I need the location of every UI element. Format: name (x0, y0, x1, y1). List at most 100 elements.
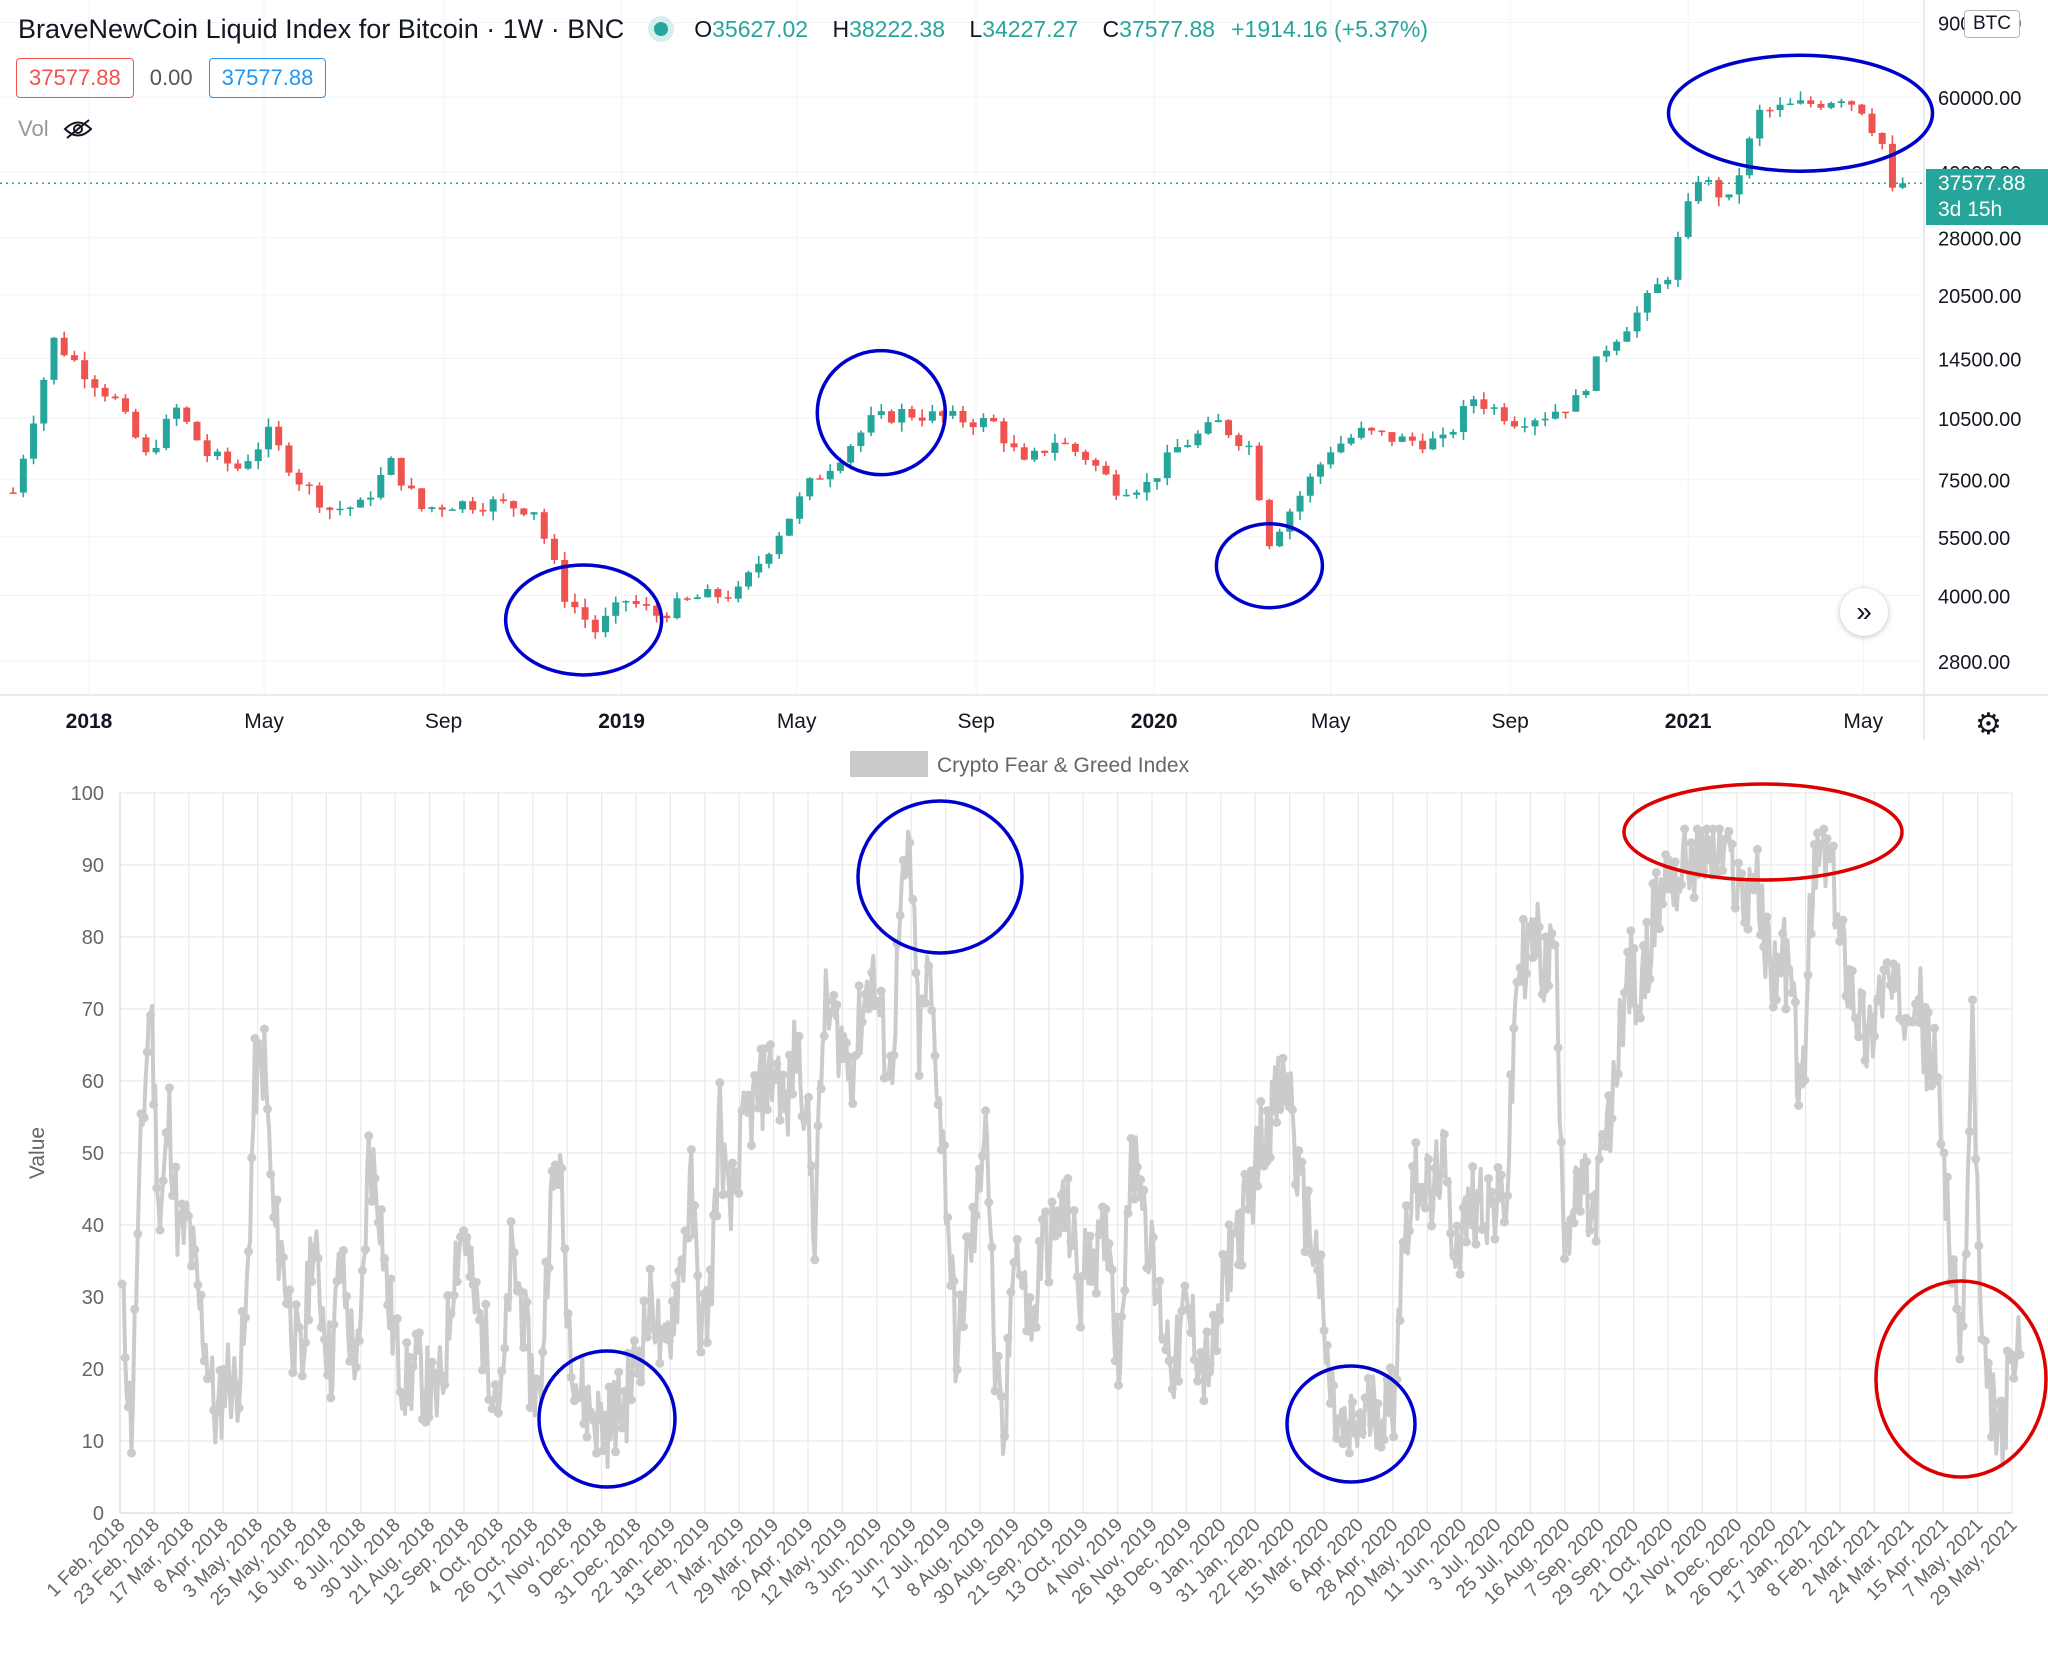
data-point (1490, 1234, 1500, 1244)
data-point (1794, 1100, 1804, 1110)
candle-body (326, 507, 334, 510)
data-point (1705, 835, 1715, 845)
candle-body (918, 417, 926, 421)
data-point (610, 1447, 620, 1457)
candle-body (397, 457, 405, 486)
data-point (1866, 1012, 1876, 1022)
data-point (1237, 1260, 1247, 1270)
data-point (1730, 903, 1740, 913)
time-tick-label: Sep (425, 710, 462, 733)
candle-body (775, 535, 783, 555)
candle-body (1020, 447, 1028, 460)
data-point (1964, 1127, 1974, 1137)
candle-body (704, 589, 712, 598)
candle-body (1817, 103, 1825, 108)
data-point (1518, 914, 1528, 924)
eye-hidden-icon[interactable] (63, 118, 93, 140)
double-chevron-right-icon[interactable]: » (1840, 588, 1888, 636)
data-point (1461, 1237, 1471, 1247)
candle-body (1286, 511, 1294, 532)
data-point (724, 1189, 734, 1199)
data-point (566, 1372, 576, 1382)
candle-body (1041, 450, 1049, 453)
currency-badge[interactable]: BTC (1964, 10, 2020, 38)
data-point (1775, 954, 1785, 964)
data-point (952, 1365, 962, 1375)
candle-body (1899, 183, 1907, 188)
data-point (629, 1336, 639, 1346)
data-point (1547, 928, 1557, 938)
candle-body (673, 598, 681, 619)
candle-body (1092, 459, 1100, 466)
data-point (386, 1274, 396, 1284)
data-point (206, 1373, 216, 1383)
data-point (285, 1285, 295, 1295)
data-point (509, 1248, 519, 1258)
data-point (1348, 1397, 1358, 1407)
data-point (680, 1226, 690, 1236)
y-tick-label: 20 (82, 1359, 104, 1381)
data-point (123, 1402, 133, 1412)
data-point (1936, 1139, 1946, 1149)
bitcoin-price-chart[interactable]: 90000.0060000.0040000.0028000.0020500.00… (0, 0, 2048, 740)
data-point (329, 1320, 339, 1330)
data-point (822, 996, 832, 1006)
data-point (1911, 999, 1921, 1009)
data-point (930, 1051, 940, 1061)
candle-body (561, 559, 569, 602)
data-point (304, 1315, 314, 1325)
data-point (253, 1038, 263, 1048)
gear-icon[interactable]: ⚙ (1975, 708, 2002, 741)
data-point (1790, 997, 1800, 1007)
data-point (1170, 1355, 1180, 1365)
candle-body (928, 411, 936, 421)
buy-price-button[interactable]: 37577.88 (208, 58, 327, 98)
sell-price-button[interactable]: 37577.88 (16, 58, 134, 98)
data-point (1148, 1232, 1158, 1242)
candle-body (1419, 440, 1427, 450)
price-tick-label: 14500.00 (1938, 349, 2021, 371)
data-points (117, 824, 2025, 1458)
candle-body (1490, 407, 1498, 409)
data-point (1762, 912, 1772, 922)
candle-body (162, 418, 170, 448)
data-point (1639, 941, 1649, 951)
data-point (1525, 931, 1535, 941)
data-point (1987, 1432, 1997, 1442)
data-point (1183, 1304, 1193, 1314)
data-point (620, 1386, 630, 1396)
data-point (1752, 844, 1762, 854)
data-point (503, 1293, 513, 1303)
data-point (854, 981, 864, 991)
data-point (1496, 1170, 1506, 1180)
data-point (1411, 1138, 1421, 1148)
data-point (740, 1098, 750, 1108)
data-point (294, 1322, 304, 1332)
data-point (1806, 929, 1816, 939)
candle-body (1347, 437, 1355, 444)
data-point (221, 1376, 231, 1386)
data-point (576, 1393, 586, 1403)
candle-countdown: 3d 15h (1938, 198, 2003, 222)
candle-body (1122, 494, 1130, 497)
data-point (1174, 1376, 1184, 1386)
candle-body (1766, 109, 1774, 112)
data-point (1480, 1223, 1490, 1233)
volume-indicator[interactable]: Vol (18, 116, 93, 142)
candle-body (530, 512, 538, 515)
candle-body (785, 518, 793, 536)
data-point (1930, 1023, 1940, 1033)
candle-body (1562, 411, 1570, 414)
data-point (440, 1380, 450, 1390)
data-point (1654, 924, 1664, 934)
candle-body (305, 484, 313, 487)
data-point (1610, 1076, 1620, 1086)
data-point (1743, 924, 1753, 934)
data-point (1983, 1358, 1993, 1368)
data-point (1942, 1172, 1952, 1182)
data-point (1107, 1265, 1117, 1275)
data-point (244, 1246, 254, 1256)
data-point (1360, 1393, 1370, 1403)
data-point (848, 1099, 858, 1109)
candle-body (1255, 445, 1263, 501)
